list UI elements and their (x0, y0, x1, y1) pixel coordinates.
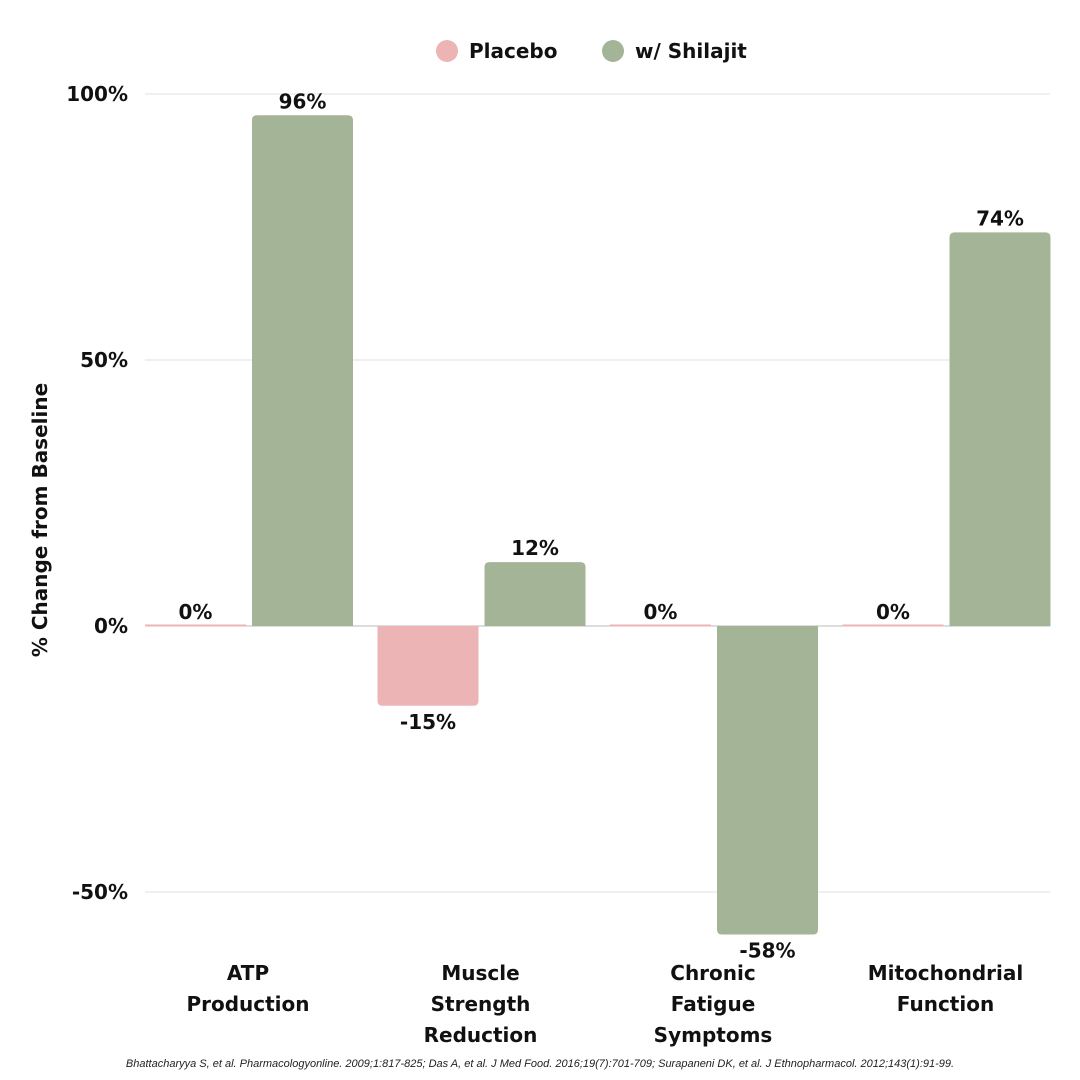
x-tick-label: Symptoms (654, 1023, 773, 1047)
y-tick-label: 100% (66, 82, 128, 106)
data-label: -58% (739, 939, 795, 963)
footnote: Bhattacharyya S, et al. Pharmacologyonli… (125, 1058, 955, 1070)
data-label: 0% (876, 600, 910, 624)
legend-label: w/ Shilajit (635, 39, 747, 63)
x-tick-label: Production (186, 992, 309, 1016)
x-tick-label: Strength (431, 992, 531, 1016)
x-tick-label: ATP (227, 961, 269, 985)
legend-marker (602, 40, 624, 62)
y-tick-label: -50% (72, 880, 128, 904)
legend-label: Placebo (469, 39, 558, 63)
bar (252, 115, 353, 626)
x-tick-label: Muscle (441, 961, 519, 985)
y-tick-label: 50% (80, 348, 128, 372)
bar (377, 626, 479, 706)
bar (484, 562, 586, 626)
x-tick-label: Mitochondrial (868, 961, 1024, 985)
data-label: 0% (179, 600, 213, 624)
bar (145, 624, 246, 627)
y-tick-label: 0% (94, 614, 128, 638)
bar (717, 626, 818, 935)
bar (949, 232, 1051, 626)
data-label: 74% (976, 206, 1024, 230)
data-label: 96% (279, 89, 327, 113)
data-label: -15% (400, 710, 456, 734)
data-label: 12% (511, 536, 559, 560)
bar (842, 624, 944, 627)
data-label: 0% (644, 600, 678, 624)
y-axis-label: % Change from Baseline (28, 383, 52, 657)
x-tick-label: Function (897, 992, 994, 1016)
x-tick-label: Chronic (670, 961, 755, 985)
x-tick-label: Reduction (424, 1023, 538, 1047)
bar (610, 624, 711, 627)
legend-marker (436, 40, 458, 62)
x-tick-label: Fatigue (671, 992, 756, 1016)
